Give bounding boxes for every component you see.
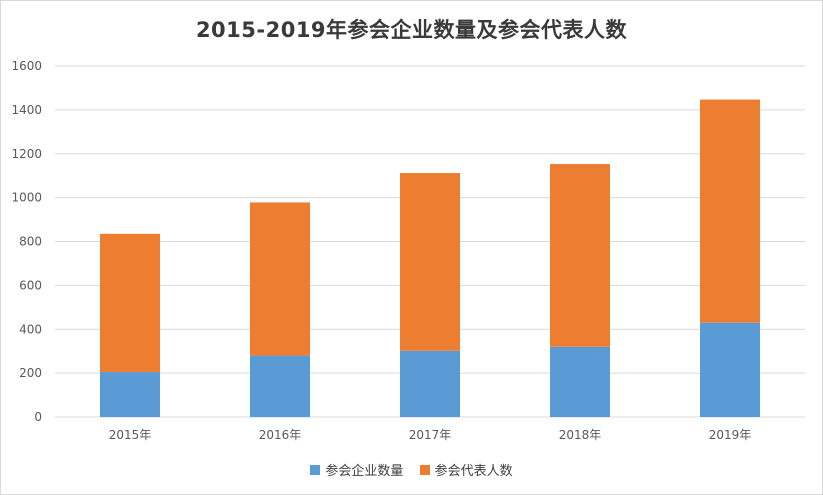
chart-title: 2015-2019年参会企业数量及参会代表人数 xyxy=(195,18,628,42)
x-tick-label: 2018年 xyxy=(559,428,602,442)
legend-label-series2: 参会代表人数 xyxy=(434,464,513,479)
bar-series1 xyxy=(400,350,460,417)
bar-series2 xyxy=(550,164,610,347)
y-tick-label: 800 xyxy=(19,235,42,249)
y-tick-label: 200 xyxy=(19,366,42,380)
y-tick-label: 1200 xyxy=(11,147,42,161)
bar-series1 xyxy=(250,355,310,417)
y-tick-label: 1400 xyxy=(11,103,42,117)
bar-series1 xyxy=(700,322,760,417)
legend-label-series1: 参会企业数量 xyxy=(325,464,404,479)
y-tick-label: 0 xyxy=(34,410,42,424)
y-tick-label: 1600 xyxy=(11,59,42,73)
y-tick-label: 1000 xyxy=(11,191,42,205)
y-tick-label: 600 xyxy=(19,278,42,292)
bar-series1 xyxy=(550,346,610,417)
legend-item-series1: 参会企业数量 xyxy=(310,460,403,479)
x-tick-label: 2017年 xyxy=(409,428,452,442)
legend-swatch-series1 xyxy=(310,464,321,475)
bar-series2 xyxy=(100,233,160,373)
legend: 参会企业数量 参会代表人数 xyxy=(0,460,823,479)
x-tick-label: 2015年 xyxy=(109,428,152,442)
legend-item-series2: 参会代表人数 xyxy=(419,460,513,479)
legend-swatch-series2 xyxy=(419,464,430,475)
x-tick-label: 2019年 xyxy=(709,428,752,442)
y-tick-label: 400 xyxy=(19,322,42,336)
bar-series2 xyxy=(400,173,460,351)
x-tick-label: 2016年 xyxy=(259,428,302,442)
bar-series1 xyxy=(100,372,160,417)
bar-series2 xyxy=(250,202,310,356)
bar-series2 xyxy=(700,99,760,323)
